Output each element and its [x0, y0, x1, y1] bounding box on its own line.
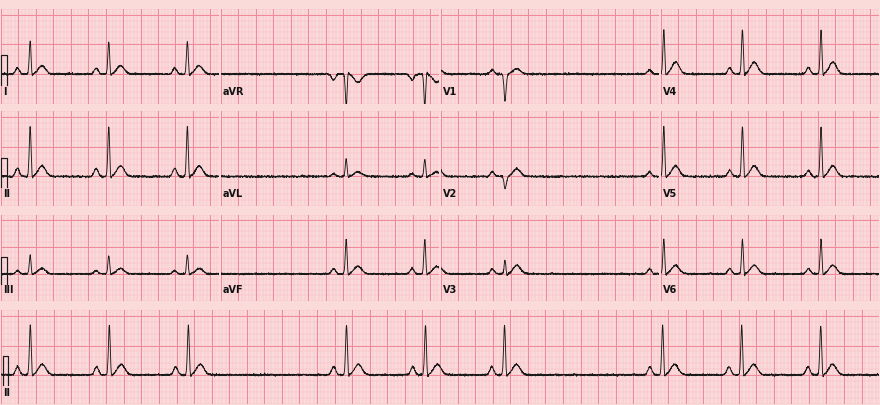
- Text: V3: V3: [443, 284, 458, 294]
- Text: II: II: [3, 387, 10, 397]
- Text: V2: V2: [443, 189, 458, 199]
- Text: I: I: [3, 87, 6, 97]
- Text: aVF: aVF: [223, 284, 244, 294]
- Text: aVL: aVL: [223, 189, 243, 199]
- Text: aVR: aVR: [223, 87, 245, 97]
- Text: V5: V5: [663, 189, 678, 199]
- Text: II: II: [3, 189, 10, 199]
- Text: V1: V1: [443, 87, 458, 97]
- Text: III: III: [3, 284, 13, 294]
- Text: V4: V4: [663, 87, 678, 97]
- Text: V6: V6: [663, 284, 678, 294]
